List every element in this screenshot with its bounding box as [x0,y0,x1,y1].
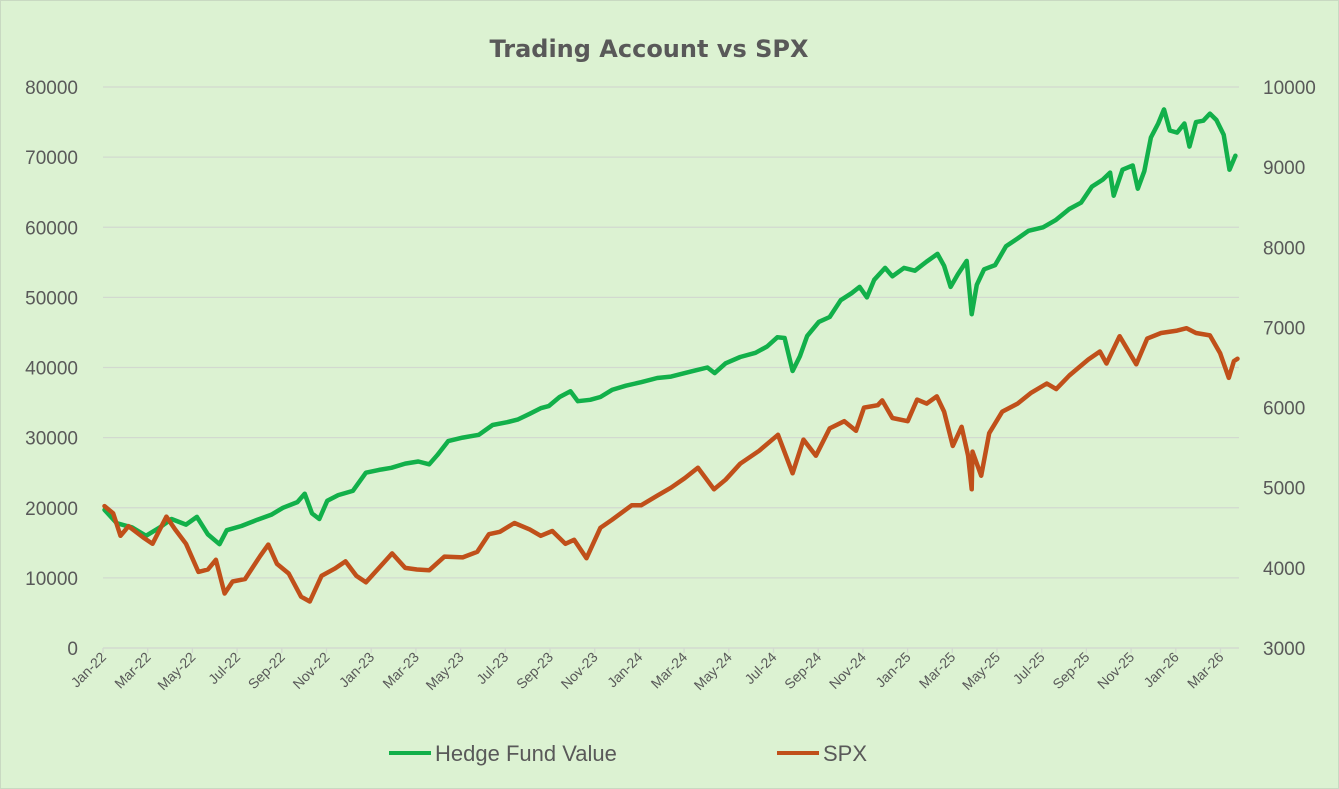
chart-title: Trading Account vs SPX [490,35,809,63]
left-y-tick-label: 30000 [25,429,78,450]
right-y-tick-label: 8000 [1263,238,1305,259]
right-y-tick-label: 3000 [1263,639,1305,660]
left-y-tick-label: 80000 [25,78,78,99]
right-y-axis: 3000 4000 5000 6000 7000 8000 9000 10000 [1263,78,1316,660]
right-y-tick-label: 10000 [1263,78,1316,99]
left-y-tick-label: 70000 [25,148,78,169]
right-y-tick-label: 6000 [1263,399,1305,420]
left-y-tick-label: 60000 [25,218,78,239]
left-y-tick-label: 20000 [25,499,78,520]
series-line-spx [102,325,1240,604]
legend-label-spx: SPX [823,741,867,766]
left-y-tick-label: 0 [67,639,78,660]
series-lines [102,107,1240,604]
legend: Hedge Fund Value SPX [389,741,867,766]
left-y-tick-label: 40000 [25,359,78,380]
left-y-tick-label: 50000 [25,288,78,309]
left-y-axis: 0 10000 20000 30000 40000 50000 60000 70000 8000… [25,78,78,660]
right-y-tick-label: 4000 [1263,559,1305,580]
left-y-tick-label: 10000 [25,569,78,590]
right-y-tick-label: 5000 [1263,479,1305,500]
right-y-tick-label: 9000 [1263,158,1305,179]
right-y-tick-label: 7000 [1263,318,1305,339]
legend-label-hedge-fund: Hedge Fund Value [435,741,617,766]
series-line-hedge-fund [102,107,1238,547]
